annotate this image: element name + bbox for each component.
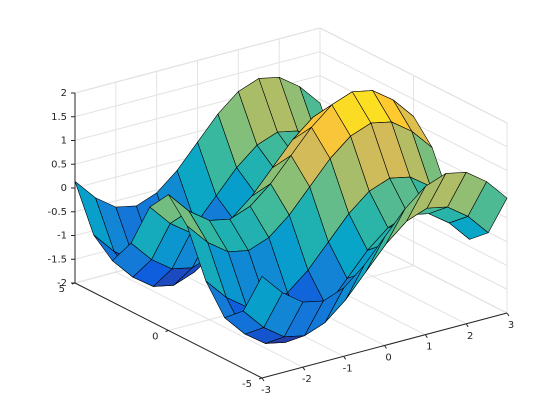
z-tick-label: -0.5 <box>47 207 67 218</box>
x-tick <box>261 377 265 382</box>
z-tick-label: 0.5 <box>51 159 67 170</box>
grid-line <box>319 27 508 124</box>
z-tick-label: -2 <box>57 278 67 289</box>
x-tick-label: 1 <box>426 342 432 353</box>
x-tick <box>343 356 347 360</box>
y-axis <box>74 282 263 379</box>
x-tick-label: 0 <box>385 353 391 364</box>
x-tick-label: -1 <box>343 363 353 374</box>
z-tick-label: 0 <box>61 183 67 194</box>
x-tick <box>384 345 387 349</box>
z-tick-label: 1.5 <box>51 112 67 123</box>
grid-line <box>319 51 508 148</box>
z-tick-label: 2 <box>61 88 67 99</box>
x-tick-label: 3 <box>508 320 514 331</box>
y-tick-label: -5 <box>242 379 252 390</box>
y-tick-label: 5 <box>59 284 65 295</box>
x-tick-label: 2 <box>467 331 473 342</box>
z-tick-label: -1.5 <box>47 254 67 265</box>
y-tick-label: 0 <box>152 332 158 343</box>
z-tick-label: 1 <box>61 136 67 147</box>
x-tick <box>506 312 510 317</box>
x-tick <box>465 323 469 328</box>
x-tick <box>302 366 306 371</box>
x-axis <box>261 312 508 379</box>
surface-face <box>243 276 283 328</box>
x-tick <box>424 334 428 338</box>
z-tick-label: -1 <box>57 231 67 242</box>
x-tick-label: -3 <box>261 385 271 396</box>
grid-line <box>74 51 321 118</box>
grid-line <box>74 27 321 94</box>
x-tick-label: -2 <box>302 374 312 385</box>
